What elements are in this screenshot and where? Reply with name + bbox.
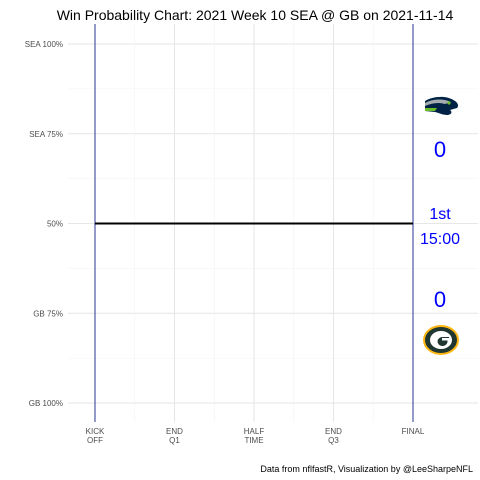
x-tick-label: FINAL — [402, 427, 425, 436]
packers-logo-icon — [423, 325, 459, 355]
game-quarter: 1st — [429, 206, 451, 223]
x-tick-label: KICK — [86, 427, 105, 436]
y-tick-label: SEA 100% — [25, 40, 63, 49]
away-team-score: 0 — [434, 137, 446, 162]
x-tick-label: HALF — [244, 427, 265, 436]
x-tick-label: Q3 — [328, 436, 339, 445]
x-tick-label: OFF — [87, 436, 103, 445]
x-tick-label: Q1 — [169, 436, 180, 445]
game-clock: 15:00 — [420, 231, 460, 248]
x-tick-label: END — [325, 427, 342, 436]
y-tick-label: GB 100% — [29, 399, 63, 408]
x-tick-label: END — [166, 427, 183, 436]
chart-caption: Data from nflfastR, Visualization by @Le… — [260, 464, 473, 474]
y-tick-label: SEA 75% — [29, 130, 63, 139]
y-tick-label: 50% — [47, 220, 63, 229]
home-team-score: 0 — [434, 287, 446, 312]
y-tick-label: GB 75% — [33, 309, 63, 318]
chart-title: Win Probability Chart: 2021 Week 10 SEA … — [57, 7, 454, 23]
x-tick-label: TIME — [244, 436, 263, 445]
seahawks-logo-icon — [425, 96, 459, 115]
y-axis-ticks: SEA 100% SEA 75% 50% GB 75% GB 100% — [25, 40, 63, 408]
